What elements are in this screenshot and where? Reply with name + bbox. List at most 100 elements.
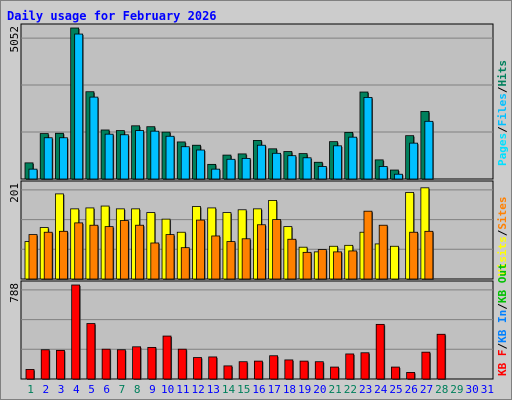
files-bar [394, 173, 403, 180]
kbytes-bar [269, 355, 279, 380]
sites-bar [43, 231, 53, 280]
kbytes-bar [223, 365, 233, 380]
panel-3-legend-part: / [496, 343, 509, 350]
x-tick-label: 21 [329, 383, 342, 396]
x-tick-label: 14 [222, 383, 236, 396]
x-tick-label: 23 [359, 383, 372, 396]
panel-2-max-label: 201 [8, 183, 21, 203]
x-tick-label: 4 [73, 383, 80, 396]
kbytes-bar [177, 348, 187, 380]
x-tick-label: 18 [283, 383, 296, 396]
x-tick-label: 28 [435, 383, 448, 396]
x-tick-label: 7 [119, 383, 126, 396]
sites-bar [302, 251, 312, 280]
files-bar [135, 130, 144, 180]
sites-bar [226, 241, 236, 280]
x-tick-label: 19 [298, 383, 311, 396]
files-bar [333, 145, 342, 180]
panel-3-legend-part: / [496, 303, 509, 310]
files-bar [59, 137, 68, 180]
files-bar [409, 142, 419, 180]
sites-bar [317, 249, 327, 280]
files-bar [211, 168, 221, 180]
files-bar [180, 146, 190, 180]
panel-3-legend-part: KB Out [496, 263, 509, 303]
sites-bar [196, 219, 205, 280]
kbytes-bar [116, 349, 126, 380]
kbytes-bar [56, 349, 65, 380]
x-tick-label: 22 [344, 383, 357, 396]
x-tick-label: 17 [268, 383, 281, 396]
files-bar [226, 158, 236, 180]
sites-bar [256, 224, 266, 280]
x-tick-label: 8 [134, 383, 141, 396]
sites-bar [104, 226, 114, 280]
panel-1-legend-part: Files [496, 93, 509, 126]
kbytes-bar [238, 361, 248, 380]
kbytes-bar [330, 366, 339, 380]
x-tick-label: 9 [149, 383, 156, 396]
sites-bar [378, 224, 388, 280]
sites-bar [135, 224, 144, 280]
panel-3-legend-part: KB F [496, 350, 509, 377]
files-bar [165, 135, 175, 180]
panel-1-legend-part: Pages [496, 133, 509, 166]
kbytes-bar [71, 284, 81, 380]
kbytes-bar [147, 346, 157, 380]
sites-bar [165, 234, 175, 280]
sites-bar [211, 235, 221, 280]
kbytes-bar [208, 356, 218, 380]
x-tick-label: 16 [252, 383, 265, 396]
sites-bar [59, 230, 68, 280]
x-tick-label: 2 [43, 383, 50, 396]
x-tick-label: 13 [207, 383, 220, 396]
kbytes-bar [193, 357, 202, 380]
files-bar [104, 133, 114, 180]
x-tick-label: 15 [237, 383, 250, 396]
files-bar [74, 33, 84, 180]
sites-bar [150, 242, 160, 280]
panel-3-legend-part: KB In [496, 310, 509, 343]
files-bar [119, 134, 129, 180]
kbytes-bar [436, 333, 446, 380]
files-bar [150, 130, 160, 180]
x-tick-label: 12 [191, 383, 204, 396]
sites-bar [119, 220, 129, 280]
files-bar [363, 97, 373, 180]
files-bar [28, 168, 38, 180]
x-tick-label: 27 [420, 383, 433, 396]
panel-1-legend: Pages/Files/Hits [496, 60, 509, 166]
sites-bar [180, 247, 190, 280]
files-bar [241, 157, 251, 180]
visits-bar [390, 245, 399, 280]
panel-3-legend: KB F/KB In/KB Out [496, 263, 509, 376]
kbytes-bar [86, 323, 96, 380]
sites-bar [241, 238, 251, 280]
x-tick-label: 31 [481, 383, 494, 396]
files-bar [89, 96, 99, 180]
panel-1-legend-part: / [496, 126, 509, 133]
kbytes-bar [299, 360, 309, 380]
files-bar [424, 120, 434, 180]
x-tick-label: 24 [374, 383, 388, 396]
x-tick-label: 5 [88, 383, 95, 396]
x-tick-label: 20 [313, 383, 326, 396]
kbytes-bar [25, 369, 35, 380]
kbytes-bar [162, 335, 172, 380]
files-bar [196, 149, 205, 180]
kbytes-bar [101, 348, 111, 380]
kbytes-bar [360, 352, 370, 380]
panel-1-max-label: 5052 [8, 26, 21, 53]
kbytes-bar [406, 372, 416, 380]
sites-bar [333, 251, 342, 280]
kbytes-bar [132, 346, 141, 380]
files-bar [43, 137, 53, 180]
x-tick-label: 26 [405, 383, 418, 396]
x-tick-label: 10 [161, 383, 174, 396]
kbytes-bar [391, 366, 400, 380]
x-tick-label: 11 [176, 383, 189, 396]
kbytes-bar [253, 360, 263, 380]
x-tick-label: 29 [450, 383, 463, 396]
kbytes-bar [314, 361, 324, 380]
x-tick-label: 25 [389, 383, 402, 396]
